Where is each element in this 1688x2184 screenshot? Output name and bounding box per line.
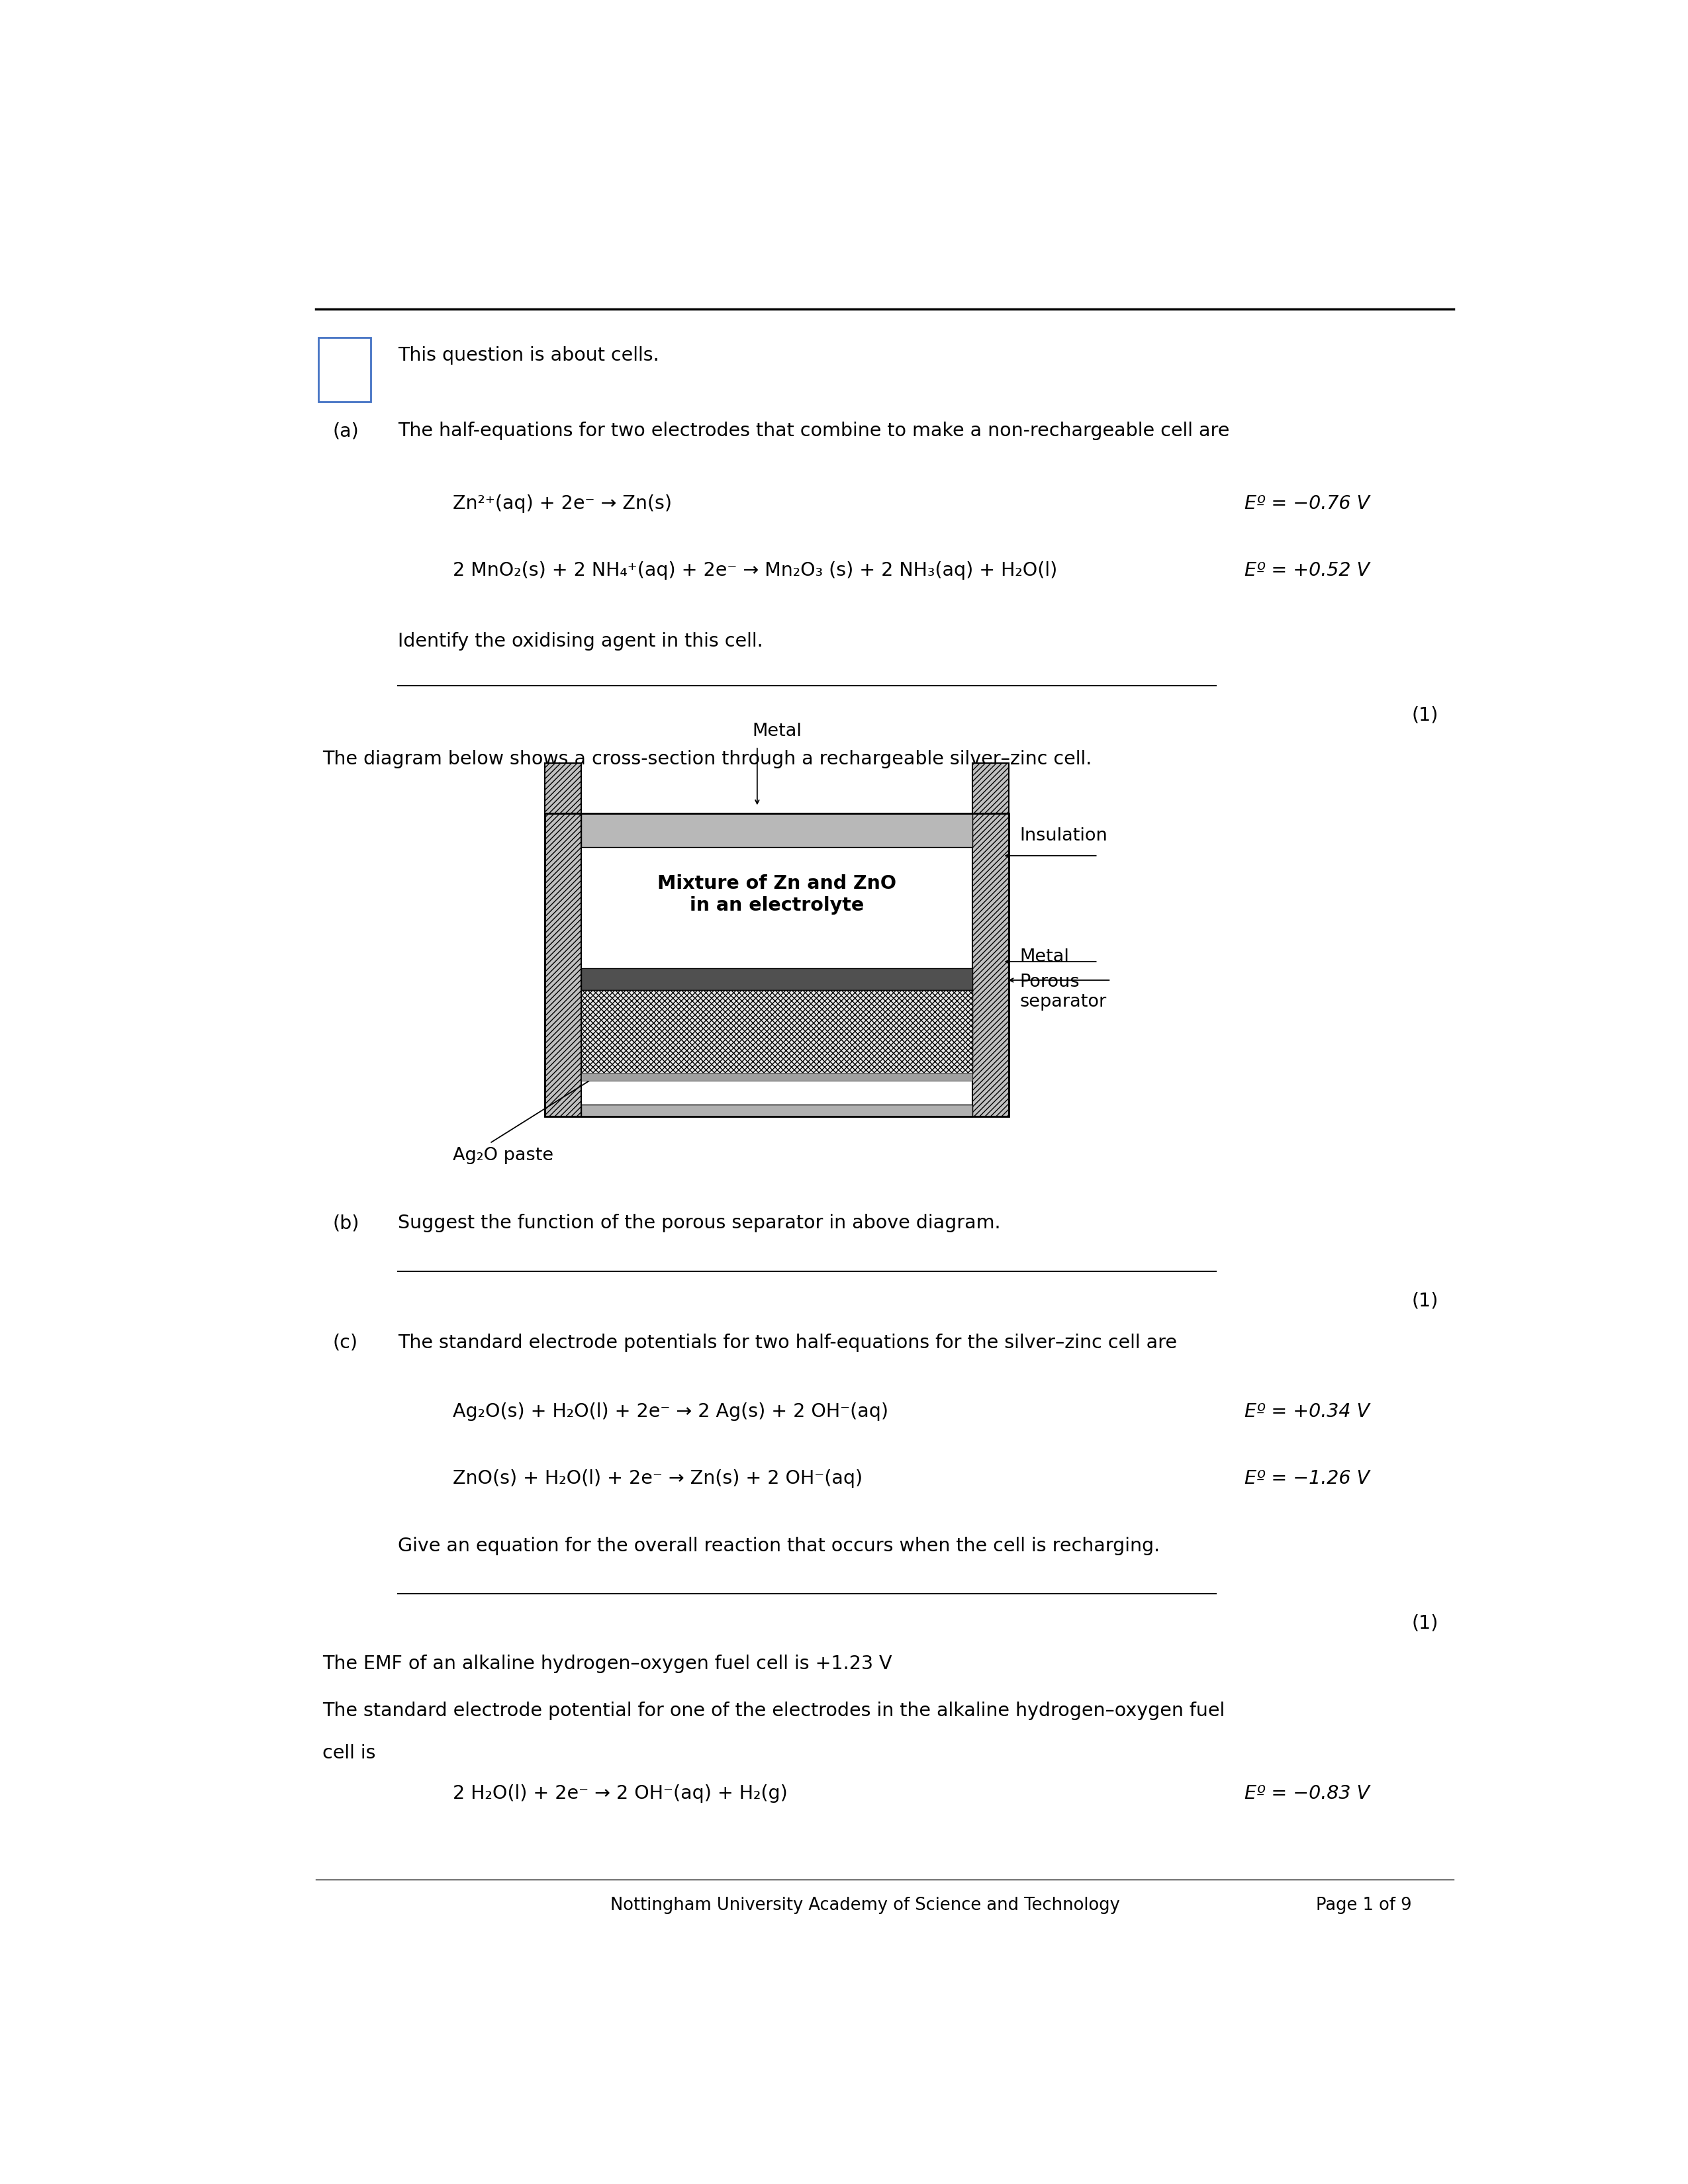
Text: Eº = −0.83 V: Eº = −0.83 V	[1244, 1784, 1369, 1802]
Text: (a): (a)	[333, 422, 360, 441]
Text: Eº = −0.76 V: Eº = −0.76 V	[1244, 494, 1369, 513]
Bar	[972, 762, 1009, 815]
Text: (b): (b)	[333, 1214, 360, 1232]
Text: Porous
separator: Porous separator	[1020, 974, 1106, 1011]
Bar	[581, 989, 972, 1075]
Bar	[581, 1105, 972, 1116]
Text: 2 H₂O(l) + 2e⁻ → 2 OH⁻(aq) + H₂(g): 2 H₂O(l) + 2e⁻ → 2 OH⁻(aq) + H₂(g)	[452, 1784, 788, 1802]
Bar	[581, 815, 972, 1116]
Text: Give an equation for the overall reaction that occurs when the cell is rechargin: Give an equation for the overall reactio…	[398, 1538, 1160, 1555]
Text: (1): (1)	[1411, 1614, 1438, 1634]
Text: Identify the oxidising agent in this cell.: Identify the oxidising agent in this cel…	[398, 631, 763, 651]
Text: cell is: cell is	[322, 1743, 375, 1762]
Text: Page 1 of 9: Page 1 of 9	[1317, 1896, 1411, 1913]
Text: The half-equations for two electrodes that combine to make a non-rechargeable ce: The half-equations for two electrodes th…	[398, 422, 1231, 441]
Text: Suggest the function of the porous separator in above diagram.: Suggest the function of the porous separ…	[398, 1214, 1001, 1232]
Bar	[545, 762, 581, 815]
Text: 2 MnO₂(s) + 2 NH₄⁺(aq) + 2e⁻ → Mn₂O₃ (s) + 2 NH₃(aq) + H₂O(l): 2 MnO₂(s) + 2 NH₄⁺(aq) + 2e⁻ → Mn₂O₃ (s)…	[452, 561, 1058, 581]
Text: Ag₂O paste: Ag₂O paste	[452, 1147, 554, 1164]
Bar	[319, 339, 371, 402]
Text: Eº = +0.34 V: Eº = +0.34 V	[1244, 1402, 1369, 1422]
Bar	[545, 815, 1009, 1116]
Text: (1): (1)	[1411, 1291, 1438, 1310]
Bar	[581, 1072, 972, 1081]
Text: Metal: Metal	[1020, 948, 1069, 965]
Text: (c): (c)	[333, 1332, 358, 1352]
Text: Nottingham University Academy of Science and Technology: Nottingham University Academy of Science…	[611, 1896, 1119, 1913]
Text: This question is about cells.: This question is about cells.	[398, 347, 660, 365]
Text: Zn²⁺(aq) + 2e⁻ → Zn(s): Zn²⁺(aq) + 2e⁻ → Zn(s)	[452, 494, 672, 513]
Text: ZnO(s) + H₂O(l) + 2e⁻ → Zn(s) + 2 OH⁻(aq): ZnO(s) + H₂O(l) + 2e⁻ → Zn(s) + 2 OH⁻(aq…	[452, 1470, 863, 1487]
Text: Metal: Metal	[753, 723, 802, 740]
Text: The diagram below shows a cross-section through a rechargeable silver–zinc cell.: The diagram below shows a cross-section …	[322, 749, 1092, 769]
Bar	[545, 815, 581, 1116]
Bar	[581, 815, 972, 847]
Text: Insulation: Insulation	[1020, 828, 1107, 845]
Text: The EMF of an alkaline hydrogen–oxygen fuel cell is +1.23 V: The EMF of an alkaline hydrogen–oxygen f…	[322, 1655, 891, 1673]
Text: The standard electrode potentials for two half-equations for the silver–zinc cel: The standard electrode potentials for tw…	[398, 1332, 1177, 1352]
Text: 1.: 1.	[333, 360, 356, 380]
Text: (1): (1)	[1411, 705, 1438, 725]
Text: The standard electrode potential for one of the electrodes in the alkaline hydro: The standard electrode potential for one…	[322, 1701, 1224, 1721]
Text: Ag₂O(s) + H₂O(l) + 2e⁻ → 2 Ag(s) + 2 OH⁻(aq): Ag₂O(s) + H₂O(l) + 2e⁻ → 2 Ag(s) + 2 OH⁻…	[452, 1402, 888, 1422]
Bar	[581, 968, 972, 989]
Bar	[972, 815, 1009, 1116]
Text: Eº = −1.26 V: Eº = −1.26 V	[1244, 1470, 1369, 1487]
Text: Mixture of Zn and ZnO
in an electrolyte: Mixture of Zn and ZnO in an electrolyte	[657, 874, 896, 915]
Text: Eº = +0.52 V: Eº = +0.52 V	[1244, 561, 1369, 581]
